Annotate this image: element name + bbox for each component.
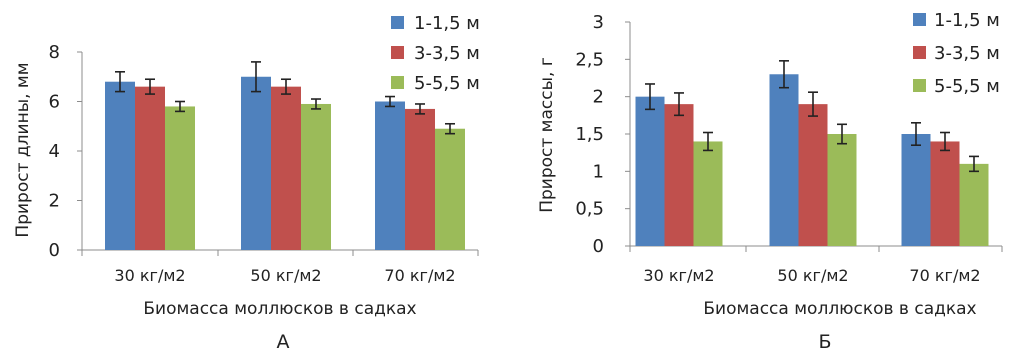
panel-a-y-tick-label: 6 — [49, 92, 60, 113]
panel-a-bar — [375, 101, 405, 250]
panel-a-bar — [105, 81, 135, 250]
panel-b-y-tick-label: 1 — [593, 161, 604, 182]
panel-a-category-label: 30 кг/м2 — [114, 266, 185, 285]
panel-b-y-tick-label: 0 — [593, 236, 604, 257]
panel-b-legend-swatch — [913, 13, 926, 26]
panel-b-bar — [930, 141, 960, 246]
panel-a-legend-swatch — [391, 76, 404, 89]
panel-b-y-tick-label: 2 — [593, 87, 604, 108]
panel-a-label: А — [277, 331, 290, 353]
panel-b-bar — [693, 141, 723, 246]
panel-b-bar — [959, 163, 989, 246]
panel-a-legend-swatch — [391, 46, 404, 59]
panel-b-category-label: 50 кг/м2 — [777, 266, 848, 285]
panel-a-bar — [405, 108, 435, 250]
panel-b-y-axis-title: Прирост массы, г — [537, 57, 557, 213]
panel-b-y-tick-label: 3 — [593, 12, 604, 33]
panel-b-y-tick-label: 2,5 — [575, 49, 604, 70]
panel-a-bar — [135, 86, 165, 251]
panel-a-category-label: 70 кг/м2 — [384, 266, 455, 285]
panel-a-bar — [241, 76, 271, 250]
panel-b-legend-label: 3-3,5 м — [934, 43, 1000, 64]
panel-b-bar — [769, 74, 799, 247]
panel-a-bar — [271, 86, 301, 251]
panel-b-label: Б — [818, 331, 831, 353]
panel-b-y-tick-label: 0,5 — [575, 199, 604, 220]
panel-a-category-label: 50 кг/м2 — [250, 266, 321, 285]
panel-a-y-tick-label: 2 — [49, 191, 60, 212]
panel-a-legend-label: 3-3,5 м — [414, 43, 480, 64]
panel-b-bar — [901, 134, 931, 246]
panel-b-y-tick-label: 1,5 — [575, 124, 604, 145]
panel-b-category-label: 30 кг/м2 — [643, 266, 714, 285]
panel-a-y-axis-title: Прирост длины, мм — [13, 62, 33, 237]
panel-b-legend-swatch — [913, 46, 926, 59]
panel-b-category-label: 70 кг/м2 — [909, 266, 980, 285]
panel-b-legend-label: 1-1,5 м — [934, 10, 1000, 31]
panel-a-bar — [435, 128, 465, 250]
panel-b-x-axis-title: Биомасса моллюсков в садках — [703, 299, 976, 319]
panel-a-x-axis-title: Биомасса моллюсков в садках — [143, 299, 416, 319]
panel-b-bar — [635, 96, 665, 247]
panel-b-legend-swatch — [913, 79, 926, 92]
panel-a-legend-label: 1-1,5 м — [414, 13, 480, 34]
panel-b-bar — [827, 134, 857, 246]
panel-a-y-tick-label: 8 — [49, 42, 60, 63]
panel-a-legend-label: 5-5,5 м — [414, 73, 480, 94]
panel-a-bar — [301, 103, 331, 250]
panel-a-bar — [165, 106, 195, 250]
panel-a-legend-swatch — [391, 16, 404, 29]
panel-a-y-tick-label: 0 — [49, 240, 60, 261]
panel-b-legend-label: 5-5,5 м — [934, 76, 1000, 97]
panel-b-bar — [798, 104, 828, 246]
panel-a-y-tick-label: 4 — [49, 141, 60, 162]
panel-b-bar — [664, 104, 694, 246]
